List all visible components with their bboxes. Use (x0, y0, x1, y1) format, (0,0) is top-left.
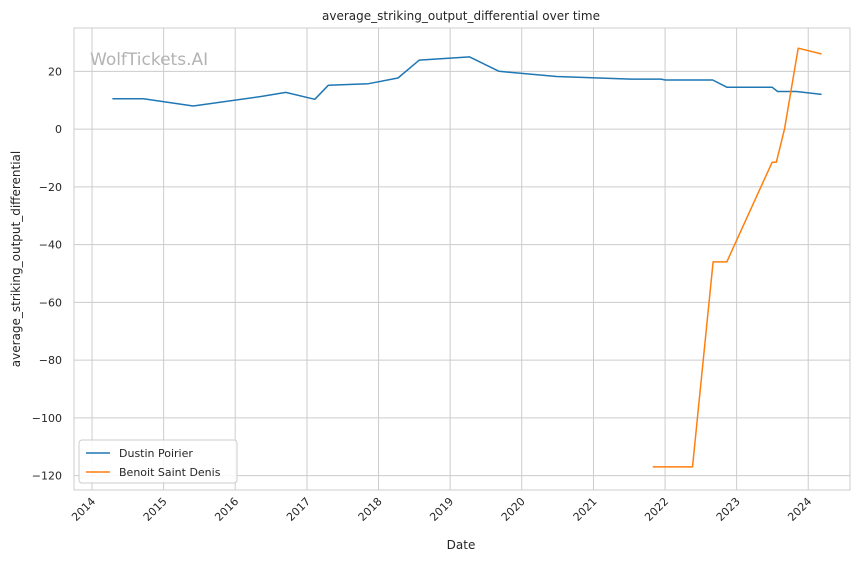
x-tick-label: 2024 (785, 495, 814, 524)
plot-area (73, 27, 851, 491)
y-tick-label: −100 (32, 412, 62, 425)
series-layer (112, 47, 822, 468)
x-axis-label: Date (447, 538, 476, 552)
legend-label-benoit-saint-denis: Benoit Saint Denis (119, 466, 221, 479)
y-tick-label: 0 (55, 123, 62, 136)
x-tick-label: 2018 (356, 495, 385, 524)
x-tick-label: 2023 (714, 495, 743, 524)
y-tick-label: −80 (39, 354, 62, 367)
x-tick-label: 2015 (141, 495, 170, 524)
y-tick-label: 20 (48, 65, 62, 78)
x-tick-label: 2016 (212, 495, 241, 524)
series-line-dustin-poirier (112, 56, 822, 107)
legend-label-dustin-poirier: Dustin Poirier (119, 447, 193, 460)
legend-box (78, 439, 238, 484)
series-line-benoit-saint-denis (652, 47, 822, 468)
y-tick-label: −40 (39, 239, 62, 252)
x-tick-label: 2019 (427, 495, 456, 524)
y-axis-ticks: 20 0 −20 −40 −60 −80 −100 −120 (32, 65, 62, 482)
x-tick-label: 2020 (499, 495, 528, 524)
x-tick-label: 2022 (642, 495, 671, 524)
legend: Dustin Poirier Benoit Saint Denis (78, 439, 238, 484)
x-tick-label: 2014 (69, 495, 98, 524)
chart-title: average_striking_output_differential ove… (322, 9, 600, 23)
y-tick-label: −120 (32, 470, 62, 483)
y-tick-label: −60 (39, 296, 62, 309)
grid-lines (74, 28, 850, 490)
y-tick-label: −20 (39, 181, 62, 194)
y-axis-label: average_striking_output_differential (9, 151, 23, 367)
x-tick-label: 2021 (571, 495, 600, 524)
watermark: WolfTickets.AI (90, 50, 208, 70)
x-axis-ticks: 2014 2015 2016 2017 2018 2019 2020 2021 2022 2023… (69, 495, 814, 524)
x-tick-label: 2017 (284, 495, 313, 524)
